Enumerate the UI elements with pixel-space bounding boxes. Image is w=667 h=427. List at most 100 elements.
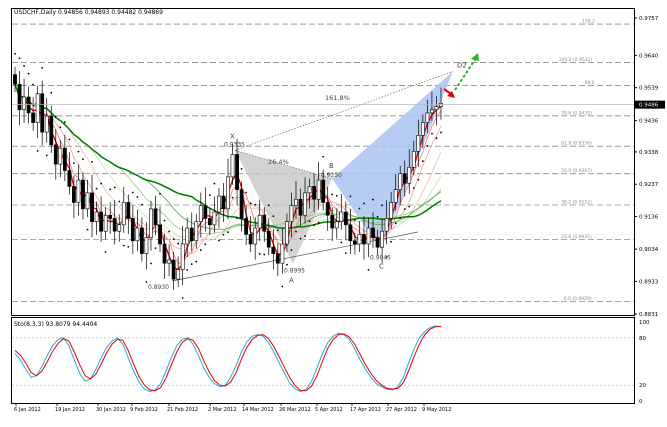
sar-dot [186, 268, 189, 271]
candle-body [262, 214, 267, 232]
candle-body [17, 83, 22, 111]
sar-dot [27, 72, 30, 75]
fib-level-label: 61.8 (0.9336) [561, 141, 592, 147]
candle-body [325, 202, 330, 216]
candle-body [35, 93, 40, 123]
sar-dot [322, 155, 325, 158]
candle-body [271, 246, 276, 254]
sar-dot [82, 158, 84, 161]
point-d-letter: D2 [457, 61, 467, 69]
candle-body [53, 144, 58, 165]
x-tick-label: 5 Apr 2012 [315, 407, 343, 413]
candle-body [99, 211, 104, 232]
candle-body [171, 259, 176, 280]
candle-body [31, 112, 36, 123]
x-tick-label: 6 Jan 2012 [14, 407, 41, 413]
candle-body [144, 237, 149, 254]
point-a-value: 0.8995 [284, 267, 305, 274]
sar-dot [172, 238, 175, 241]
candle-body [434, 106, 439, 111]
sar-dot [227, 231, 229, 234]
sar-dot [213, 182, 216, 185]
sar-dot [77, 150, 80, 153]
fib-level-label: 100.0 (0.9532) [559, 57, 593, 63]
candle-body [149, 208, 153, 238]
sar-dot [295, 230, 297, 233]
candle-body [316, 179, 321, 200]
sar-dot [385, 256, 388, 259]
ratio-xd-label: 161.8% [325, 94, 350, 102]
sar-dot [435, 137, 438, 140]
oscillator-tick-label: 0 [639, 399, 643, 405]
candle-body [185, 227, 190, 245]
sar-dot [195, 260, 198, 263]
x-tick-label: 19 Jan 2012 [55, 407, 85, 413]
candle-body [398, 173, 403, 190]
candle-body [289, 205, 294, 222]
sar-dot [177, 242, 180, 245]
sar-dot [267, 204, 270, 207]
sar-dot [299, 237, 302, 240]
candle-body [420, 122, 425, 136]
candle-body [366, 227, 371, 245]
sar-dot [376, 215, 379, 218]
sar-dot [231, 196, 234, 199]
candle-body [103, 214, 108, 232]
x-tick-label: 9 Feb 2012 [130, 407, 158, 413]
candle-body [294, 198, 298, 206]
sar-dot [36, 150, 39, 152]
candle-body [226, 176, 230, 210]
sar-dot [154, 247, 157, 250]
current-price-label: 0.9486 [639, 103, 659, 109]
candle-body [275, 253, 280, 264]
sar-dot [208, 194, 211, 196]
candle-body [108, 214, 113, 219]
sar-dot [440, 131, 442, 134]
candle-body [402, 173, 407, 184]
sar-dot [367, 268, 370, 271]
sar-dot [236, 217, 238, 220]
sar-dot [140, 203, 143, 206]
candle-body [189, 227, 194, 242]
sar-dot [113, 186, 116, 189]
candle-body [162, 243, 167, 264]
sar-dot [23, 65, 25, 67]
sar-dot [258, 253, 261, 255]
point-x-value: 0.9335 [224, 141, 245, 148]
candle-body [62, 147, 67, 171]
candle-body [248, 234, 253, 245]
sar-dot [218, 239, 220, 242]
fib-level-label: 88.6 [585, 80, 595, 86]
candle-body [94, 211, 99, 222]
oscillator-panel [11, 317, 635, 404]
candle-body [221, 195, 226, 210]
candle-body [380, 230, 384, 248]
candle-body [135, 227, 140, 242]
candle-body [230, 154, 235, 178]
sar-dot [281, 285, 284, 288]
price-tick-label: 0.9640 [639, 53, 659, 59]
candle-body [81, 179, 85, 210]
candle-body [207, 218, 212, 226]
price-tick-label: 0.9136 [639, 215, 659, 221]
sar-dot [18, 57, 21, 60]
sar-dot [263, 253, 266, 256]
sar-dot [190, 263, 193, 266]
oscillator-tick-label: 80 [639, 336, 646, 342]
xb-ratio-line [234, 150, 333, 180]
sar-dot [73, 162, 75, 165]
candle-body [194, 221, 199, 242]
candle-body [393, 189, 398, 203]
candle-body [357, 234, 362, 245]
sar-dot [204, 243, 207, 246]
price-tick-label: 0.9539 [639, 86, 659, 92]
x-tick-label: 27 Apr 2012 [386, 407, 417, 413]
sar-dot [104, 251, 107, 253]
sar-dot [358, 207, 361, 210]
fib-level-label: 0.0 (0.8929) [564, 296, 592, 302]
candle-body [117, 224, 122, 232]
sar-dot [254, 203, 257, 206]
candle-body [212, 211, 217, 226]
